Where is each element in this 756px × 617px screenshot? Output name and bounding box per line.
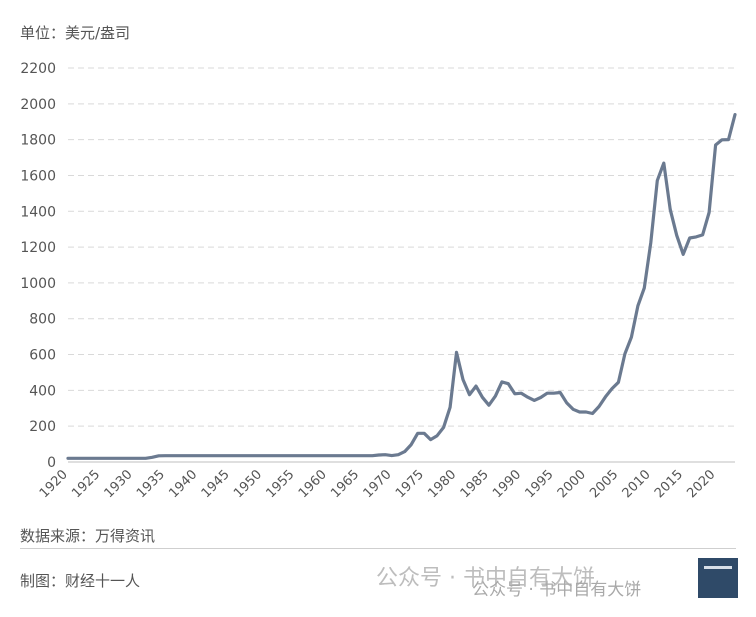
x-tick-label: 2015: [652, 467, 686, 501]
x-tick-label: 1970: [361, 467, 395, 501]
x-tick-label: 1965: [328, 467, 362, 501]
x-tick-label: 1945: [199, 467, 233, 501]
x-tick-label: 1950: [231, 467, 265, 501]
y-tick-label: 1600: [20, 168, 56, 184]
x-tick-label: 1955: [263, 467, 297, 501]
y-tick-label: 800: [29, 312, 56, 328]
y-tick-label: 1400: [20, 204, 56, 220]
divider: [20, 548, 736, 549]
maker-label: 制图：财经十一人: [20, 572, 141, 590]
x-tick-label: 1995: [523, 467, 557, 501]
x-tick-label: 2010: [620, 467, 654, 501]
y-tick-label: 2200: [20, 61, 56, 77]
logo-icon: [698, 558, 738, 598]
series-layer: [66, 112, 737, 460]
x-tick-label: 1925: [69, 467, 103, 501]
x-tick-label: 2020: [684, 467, 718, 501]
x-tick-label: 1935: [134, 467, 168, 501]
x-tick-label: 1930: [102, 467, 136, 501]
x-tick-label: 1975: [393, 467, 427, 501]
x-tick-label: 2000: [555, 467, 589, 501]
source-label: 数据来源：万得资讯: [20, 527, 156, 545]
y-tick-label: 200: [29, 419, 56, 435]
y-tick-label: 1000: [20, 276, 56, 292]
x-tick-label: 1990: [490, 467, 524, 501]
unit-label: 单位：美元/盎司: [20, 24, 131, 42]
x-tick-label: 1920: [37, 467, 71, 501]
x-tick-label: 1960: [296, 467, 330, 501]
y-tick-labels: 0 200 400 600 800 1000 1200 1400 1600 1800 2000 220…: [20, 61, 56, 471]
x-tick-label: 1985: [458, 467, 492, 501]
x-tick-label: 1980: [425, 467, 459, 501]
x-tick-label: 2005: [587, 467, 621, 501]
y-tick-label: 1200: [20, 240, 56, 256]
watermark-secondary: 公众号 · 书中自有大饼: [472, 580, 642, 600]
y-tick-label: 2000: [20, 97, 56, 113]
watermark-primary: 公众号 · 书中自有大饼: [376, 566, 595, 591]
y-tick-label: 600: [29, 348, 56, 364]
gridlines: [68, 67, 735, 427]
x-tick-labels: 1920192519301935194019451950195519601965…: [37, 467, 719, 501]
y-tick-label: 1800: [20, 133, 56, 149]
y-tick-label: 400: [29, 383, 56, 399]
series-line: [66, 112, 737, 460]
y-tick-label: 0: [47, 455, 56, 471]
x-tick-label: 1940: [166, 467, 200, 501]
